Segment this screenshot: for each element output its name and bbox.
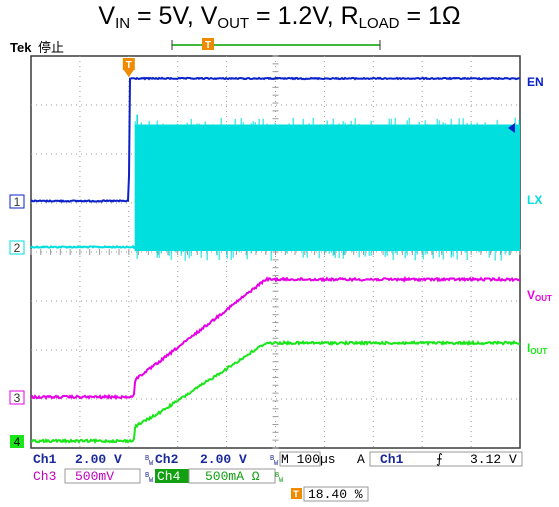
trigger-level-arrow (508, 123, 515, 133)
ch2-marker-label: 2 (14, 241, 21, 255)
trace-labels: EN LX VOUT IOUT (527, 75, 552, 356)
ch2-marker (9, 240, 25, 255)
ch3-marker (9, 390, 25, 405)
ch1-scale: 2.00 V (75, 452, 122, 467)
readout-panel: Ch1 2.00 V B W Ch2 2.00 V B W M 100µs A … (31, 450, 523, 502)
trigger-marker-label: T (126, 60, 132, 71)
ch1-label: Ch1 (33, 452, 57, 467)
title-text-6: = 1Ω (399, 2, 461, 30)
channel-markers: T 1 2 3 4 (9, 58, 515, 449)
ch4-marker-label: 4 (14, 435, 21, 449)
bw-mark-ch3-sub: W (149, 477, 154, 485)
record-trigger (202, 38, 214, 50)
ch3-scale: 500mV (75, 469, 114, 484)
trace-lx-spikes (134, 117, 520, 261)
ch1-marker (9, 194, 25, 209)
bw-mark-ch1: B (145, 455, 149, 463)
trigger-level: 3.12 V (470, 452, 517, 467)
waveform-traces (30, 76, 521, 445)
trace-lx-idle (30, 244, 136, 250)
ch1-marker-label: 1 (14, 195, 21, 209)
trigger-slope-icon: ⨍ (436, 452, 443, 467)
record-trigger-icon: T (202, 38, 214, 51)
trigger-pointer (123, 70, 134, 77)
chart-title: VIN = 5V, VOUT = 1.2V, RLOAD = 1Ω (0, 2, 559, 32)
ch2-scale: 2.00 V (200, 452, 247, 467)
title-subscript-3: OUT (217, 15, 250, 32)
title-text-0: V (98, 2, 116, 30)
trace-label-ch1: EN (527, 75, 544, 89)
trace-label-ch2: LX (527, 193, 542, 207)
trace-label-ch3: VOUT (527, 288, 552, 303)
ch4-scale: 500mA Ω (205, 469, 260, 484)
bw-mark-ch4: B (275, 472, 279, 480)
trace-label-ch4: IOUT (527, 341, 547, 356)
title-text-4: = 1.2V, R (249, 2, 359, 30)
trigger-pos-icon: T (293, 490, 299, 501)
ch3-marker-label: 3 (14, 391, 21, 405)
ch4-marker (10, 435, 24, 448)
ch4-label: Ch4 (157, 469, 181, 484)
title-subscript-1: IN (115, 15, 131, 32)
trigger-source: Ch1 (380, 452, 404, 467)
trigger-marker (122, 58, 135, 70)
brand-label: Tek (10, 40, 32, 55)
title-text-2: = 5V, V (130, 2, 218, 30)
trigger-position: 18.40 % (308, 487, 363, 502)
bw-mark-ch2: B (270, 455, 274, 463)
record-trigger-label: T (205, 40, 211, 51)
run-status: 停止 (38, 40, 64, 56)
ch3-label: Ch3 (33, 469, 56, 484)
timebase: M 100µs (281, 452, 336, 467)
trace-en (30, 76, 521, 203)
title-subscript-5: LOAD (358, 15, 400, 32)
bw-mark-ch3: B (145, 472, 149, 480)
trace-i-out (31, 339, 521, 445)
bw-mark-ch1-sub: W (149, 460, 154, 468)
bw-mark-ch2-sub: W (274, 460, 279, 468)
bw-mark-ch4-sub: W (279, 477, 284, 485)
acq-mode: A (357, 452, 365, 467)
ch2-label: Ch2 (155, 452, 179, 467)
trace-v-out (30, 275, 520, 401)
